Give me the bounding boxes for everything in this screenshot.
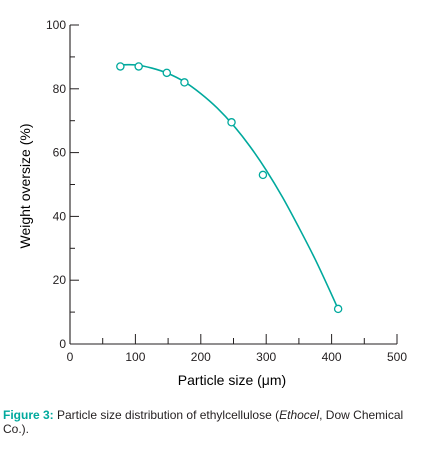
data-point (180, 78, 189, 87)
data-points (116, 62, 343, 314)
tick-labels: 0 100 200 300 400 500 0 20 40 60 80 100 (46, 18, 407, 364)
data-point (134, 62, 143, 71)
data-point (162, 68, 172, 78)
x-tick-label: 200 (191, 350, 211, 364)
x-axis-label: Particle size (μm) (178, 372, 286, 388)
figure-label: Figure 3: (3, 408, 54, 422)
y-tick-label: 100 (46, 18, 66, 32)
ticks (69, 24, 398, 345)
x-tick-label: 300 (256, 350, 276, 364)
y-tick-label: 20 (53, 273, 67, 287)
fit-curve (120, 63, 341, 313)
y-tick-label: 80 (53, 82, 67, 96)
caption-text-before: Particle size distribution of ethylcellu… (53, 408, 280, 422)
x-tick-label: 100 (125, 350, 145, 364)
figure-caption: Figure 3: Particle size distribution of … (3, 408, 423, 436)
x-tick-label: 0 (67, 350, 74, 364)
data-point (116, 62, 125, 71)
data-point (258, 170, 268, 180)
y-axis-label: Weight oversize (%) (17, 123, 33, 248)
x-tick-label: 500 (387, 350, 407, 364)
y-tick-label: 40 (53, 209, 67, 223)
y-tick-label: 60 (53, 146, 67, 160)
y-tick-label: 0 (59, 337, 66, 351)
data-point (333, 304, 343, 314)
data-point (227, 118, 236, 127)
axes (69, 25, 397, 345)
caption-text-after: , Dow Chemical Co.). (3, 408, 404, 436)
caption-italic: Ethocel (279, 408, 320, 422)
x-tick-label: 400 (322, 350, 342, 364)
chart: 0 100 200 300 400 500 0 20 40 60 80 100 Particle si… (17, 18, 407, 388)
